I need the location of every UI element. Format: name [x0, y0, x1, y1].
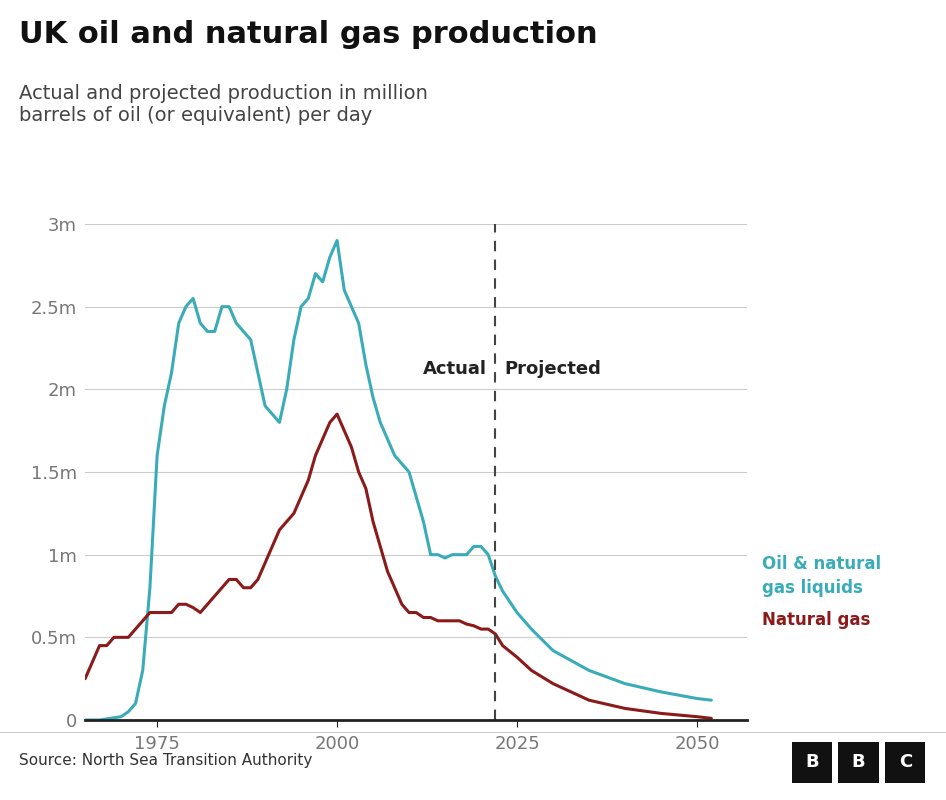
Text: Actual: Actual	[423, 361, 487, 378]
FancyBboxPatch shape	[792, 742, 832, 783]
Text: C: C	[899, 754, 912, 771]
Text: Actual and projected production in million
barrels of oil (or equivalent) per da: Actual and projected production in milli…	[19, 84, 428, 125]
Text: Natural gas: Natural gas	[762, 611, 870, 629]
Text: B: B	[851, 754, 866, 771]
Text: Projected: Projected	[504, 361, 601, 378]
Text: Source: North Sea Transition Authority: Source: North Sea Transition Authority	[19, 753, 312, 767]
Text: Oil & natural: Oil & natural	[762, 555, 881, 573]
Text: gas liquids: gas liquids	[762, 579, 863, 597]
FancyBboxPatch shape	[838, 742, 879, 783]
Text: UK oil and natural gas production: UK oil and natural gas production	[19, 20, 598, 49]
FancyBboxPatch shape	[885, 742, 925, 783]
Text: B: B	[805, 754, 818, 771]
